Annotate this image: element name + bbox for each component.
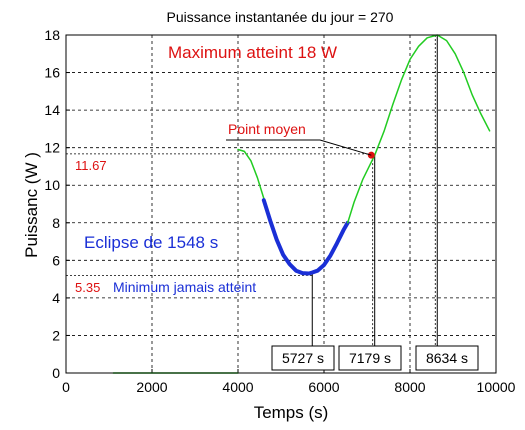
x-tick-label: 4000 [222,379,253,395]
min-value-label: 5.35 [75,280,100,295]
time-box [271,345,335,371]
eclipse-label: Eclipse de 1548 s [84,233,218,252]
reference-lines [66,35,438,346]
y-axis-label: Puissanc (W ) [22,152,41,258]
min-text-label: Minimum jamais atteint [113,279,256,295]
time-box [415,345,479,371]
y-tick-label: 12 [44,140,60,156]
x-tick-label: 10000 [477,379,516,395]
tick-labels: 0 2000 4000 6000 8000 10000 0 2 4 6 8 10 12 14 16 18 [44,27,515,395]
y-tick-label: 4 [52,290,60,306]
sunlight-series-line [346,34,491,224]
time-box-label: 7179 s [349,350,391,366]
eclipse-series-line [261,198,350,276]
y-tick-label: 8 [52,215,60,231]
y-tick-label: 18 [44,27,60,43]
x-tick-label: 2000 [136,379,167,395]
mean-point-label: Point moyen [228,121,306,137]
mean-value-label: 11.67 [75,158,107,173]
y-tick-label: 0 [52,365,60,381]
time-box-label: 8634 s [426,350,468,366]
y-tick-label: 6 [52,252,60,268]
chart-title: Puissance instantanée du jour = 270 [167,9,394,25]
x-tick-label: 8000 [394,379,425,395]
y-tick-label: 10 [44,177,60,193]
time-box-label: 5727 s [282,350,324,366]
plot-area [65,34,497,374]
y-tick-label: 16 [44,65,60,81]
x-tick-label: 0 [62,379,70,395]
maximum-label: Maximum atteint 18 W [168,43,337,62]
annotations: Point moyen Maximum atteint 18 W 11.67 Ecli… [75,43,479,371]
x-axis-label: Temps (s) [254,403,329,422]
mean-point-pointer [226,139,372,156]
sunlight-series-line [237,148,265,200]
y-tick-label: 2 [52,327,60,343]
x-tick-label: 6000 [308,379,339,395]
y-tick-label: 14 [44,102,60,118]
time-box [338,345,402,371]
